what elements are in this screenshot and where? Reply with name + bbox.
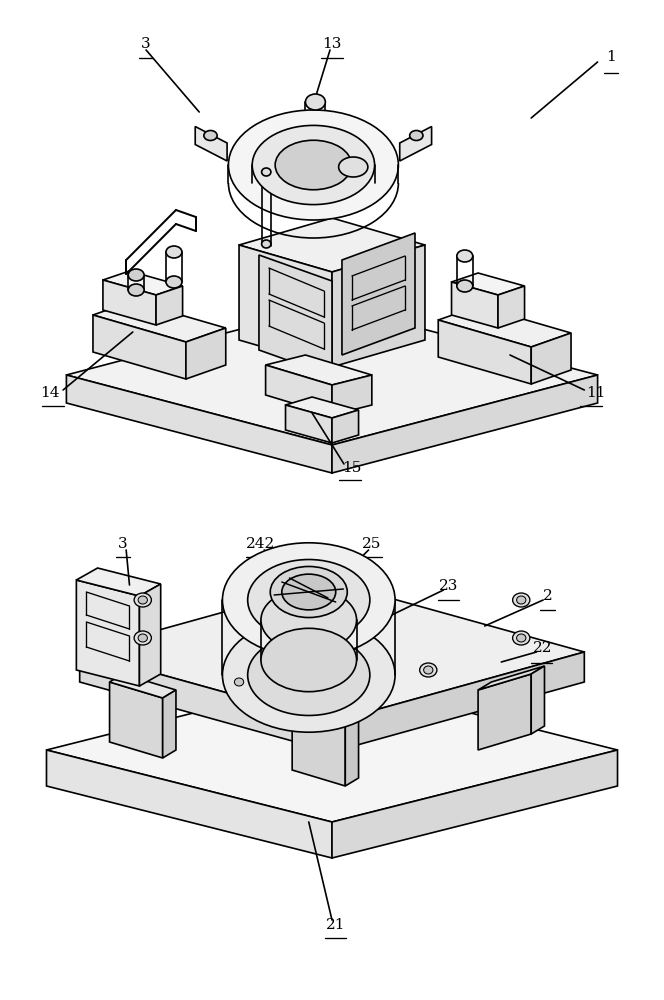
Polygon shape [110, 674, 176, 698]
Ellipse shape [339, 157, 368, 177]
Polygon shape [80, 582, 584, 722]
Polygon shape [195, 126, 227, 161]
Polygon shape [156, 286, 183, 325]
Polygon shape [286, 405, 332, 443]
Polygon shape [286, 397, 359, 418]
Polygon shape [531, 333, 571, 384]
Polygon shape [266, 365, 332, 415]
Ellipse shape [305, 94, 325, 110]
Text: 2: 2 [543, 589, 552, 603]
Polygon shape [342, 233, 415, 355]
Text: 25: 25 [362, 537, 382, 551]
Text: 1: 1 [606, 50, 616, 64]
Ellipse shape [261, 628, 357, 692]
Polygon shape [452, 282, 498, 328]
Polygon shape [46, 678, 618, 822]
Ellipse shape [248, 635, 370, 715]
Polygon shape [163, 690, 176, 758]
Polygon shape [46, 750, 332, 858]
Ellipse shape [517, 596, 526, 604]
Text: 3: 3 [118, 537, 127, 551]
Polygon shape [478, 674, 531, 750]
Text: 14: 14 [40, 386, 60, 400]
Polygon shape [292, 710, 345, 786]
Polygon shape [531, 666, 544, 734]
Ellipse shape [248, 560, 370, 640]
Polygon shape [332, 750, 618, 858]
Ellipse shape [128, 269, 144, 281]
Polygon shape [239, 218, 425, 272]
Polygon shape [452, 273, 525, 295]
Ellipse shape [410, 131, 423, 141]
Polygon shape [103, 280, 156, 325]
Polygon shape [438, 306, 571, 347]
Text: 22: 22 [533, 641, 553, 655]
Ellipse shape [261, 588, 357, 652]
Polygon shape [80, 652, 332, 752]
Text: 3: 3 [141, 37, 151, 51]
Polygon shape [76, 568, 161, 596]
Ellipse shape [513, 631, 530, 645]
Ellipse shape [128, 284, 144, 296]
Ellipse shape [228, 110, 398, 220]
Text: 11: 11 [586, 386, 606, 400]
Ellipse shape [166, 276, 182, 288]
Polygon shape [332, 375, 598, 473]
Ellipse shape [222, 618, 395, 732]
Polygon shape [103, 271, 183, 295]
Ellipse shape [134, 593, 151, 607]
Ellipse shape [166, 246, 182, 258]
Polygon shape [66, 375, 332, 473]
Polygon shape [186, 328, 226, 379]
Polygon shape [400, 126, 432, 161]
Polygon shape [292, 702, 359, 726]
Polygon shape [332, 245, 425, 367]
Polygon shape [332, 375, 372, 415]
Ellipse shape [230, 675, 248, 689]
Ellipse shape [262, 168, 271, 176]
Text: 242: 242 [246, 537, 275, 551]
Ellipse shape [252, 125, 374, 205]
Polygon shape [478, 666, 544, 690]
Polygon shape [110, 682, 163, 758]
Ellipse shape [420, 663, 437, 677]
Text: 13: 13 [322, 37, 342, 51]
Ellipse shape [138, 634, 147, 642]
Ellipse shape [222, 543, 395, 657]
Polygon shape [66, 305, 598, 445]
Polygon shape [498, 286, 525, 328]
Ellipse shape [457, 250, 473, 262]
Polygon shape [332, 410, 359, 443]
Ellipse shape [204, 131, 217, 141]
Ellipse shape [138, 596, 147, 604]
Ellipse shape [282, 574, 336, 610]
Polygon shape [345, 718, 359, 786]
Polygon shape [239, 245, 332, 367]
Polygon shape [139, 584, 161, 686]
Ellipse shape [262, 240, 271, 248]
Polygon shape [93, 315, 186, 379]
Polygon shape [76, 580, 139, 686]
Text: 15: 15 [342, 461, 362, 475]
Polygon shape [438, 320, 531, 384]
Ellipse shape [275, 140, 352, 190]
Ellipse shape [457, 280, 473, 292]
Text: 23: 23 [438, 579, 458, 593]
Ellipse shape [513, 593, 530, 607]
Polygon shape [93, 301, 226, 342]
Polygon shape [332, 652, 584, 752]
Ellipse shape [270, 566, 347, 618]
Ellipse shape [424, 666, 433, 674]
Ellipse shape [134, 631, 151, 645]
Polygon shape [266, 355, 372, 385]
Ellipse shape [234, 678, 244, 686]
Ellipse shape [517, 634, 526, 642]
Text: 21: 21 [325, 918, 345, 932]
Polygon shape [259, 255, 332, 376]
